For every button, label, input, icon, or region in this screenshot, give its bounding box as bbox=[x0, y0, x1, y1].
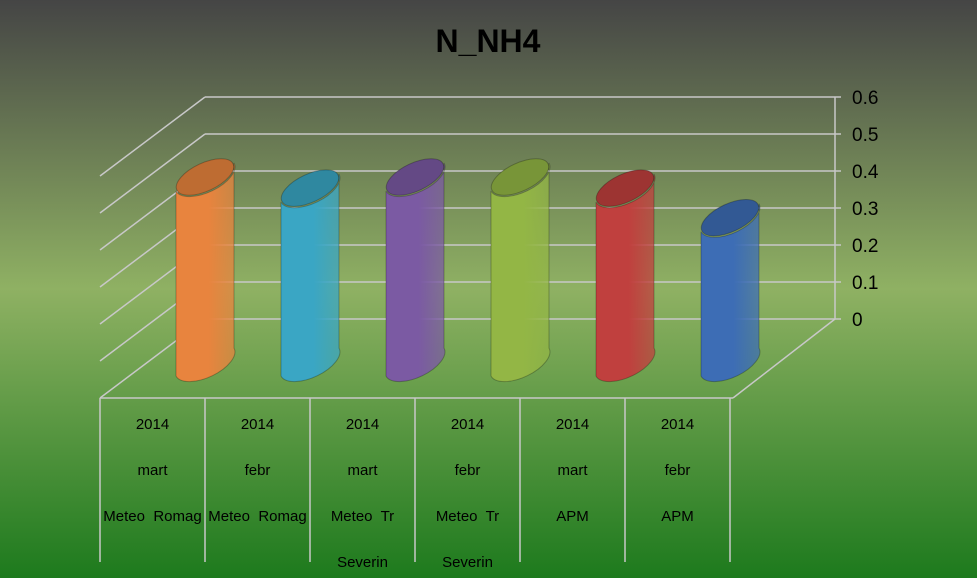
category-label: 2014 bbox=[556, 416, 589, 433]
y-tick-label: 0.3 bbox=[852, 199, 878, 220]
category-label: mart bbox=[348, 462, 379, 479]
bar-body bbox=[595, 173, 656, 383]
bar bbox=[700, 198, 761, 383]
side-gridline bbox=[99, 96, 206, 177]
bar-top bbox=[280, 169, 340, 207]
bar-body bbox=[175, 162, 236, 383]
y-tick-label: 0.5 bbox=[852, 125, 878, 146]
bar-body bbox=[700, 203, 761, 383]
category-label: 2014 bbox=[346, 416, 379, 433]
bar bbox=[280, 169, 341, 383]
y-tick-label: 0.1 bbox=[852, 273, 878, 294]
category-label: 2014 bbox=[241, 416, 274, 433]
bar-body bbox=[280, 173, 341, 383]
bar-top bbox=[595, 169, 655, 207]
bar-body bbox=[490, 162, 551, 383]
category-label: Meteo Tr bbox=[331, 508, 394, 525]
bar-body bbox=[385, 162, 446, 383]
bar-top bbox=[490, 158, 550, 196]
bar bbox=[175, 158, 236, 383]
category-label: Meteo Romag bbox=[208, 508, 306, 525]
bar-layer bbox=[175, 158, 761, 383]
category-label: mart bbox=[138, 462, 169, 479]
bar-top bbox=[175, 158, 235, 196]
y-tick-label: 0.6 bbox=[852, 88, 878, 109]
y-tick-label: 0 bbox=[852, 310, 863, 331]
bar-top bbox=[700, 198, 760, 237]
category-label: febr bbox=[455, 462, 481, 479]
category-label: Severin bbox=[442, 554, 493, 571]
bar-top-shade bbox=[386, 158, 444, 196]
tick-layer: 0 0.1 0.2 0.3 0.4 0.5 0.6 bbox=[852, 88, 879, 331]
category-label: APM bbox=[556, 508, 589, 525]
chart-title: N_NH4 bbox=[436, 23, 541, 59]
bar-top-shade bbox=[281, 169, 339, 207]
category-label: febr bbox=[245, 462, 271, 479]
category-layer: 2014 mart Meteo Romag 2014 febr Meteo Romag 20… bbox=[103, 416, 694, 571]
category-label: APM bbox=[661, 508, 694, 525]
category-label: Severin bbox=[337, 554, 388, 571]
bar-top-shade bbox=[491, 158, 549, 196]
category-label: 2014 bbox=[136, 416, 169, 433]
category-label: Meteo Tr bbox=[436, 508, 499, 525]
bar-top-shade bbox=[176, 158, 234, 196]
bar-top bbox=[385, 158, 445, 196]
category-label: febr bbox=[665, 462, 691, 479]
y-tick-label: 0.4 bbox=[852, 162, 879, 183]
floor-right-edge bbox=[732, 318, 836, 399]
bar-top-shade bbox=[701, 199, 759, 236]
bar bbox=[490, 158, 551, 383]
category-label: mart bbox=[558, 462, 589, 479]
side-gridline bbox=[99, 133, 206, 214]
bar-top-shade bbox=[596, 169, 654, 207]
category-label: 2014 bbox=[451, 416, 484, 433]
bar bbox=[385, 158, 446, 383]
y-tick-label: 0.2 bbox=[852, 236, 878, 257]
category-label: 2014 bbox=[661, 416, 694, 433]
bar bbox=[595, 169, 656, 383]
category-label: Meteo Romag bbox=[103, 508, 201, 525]
